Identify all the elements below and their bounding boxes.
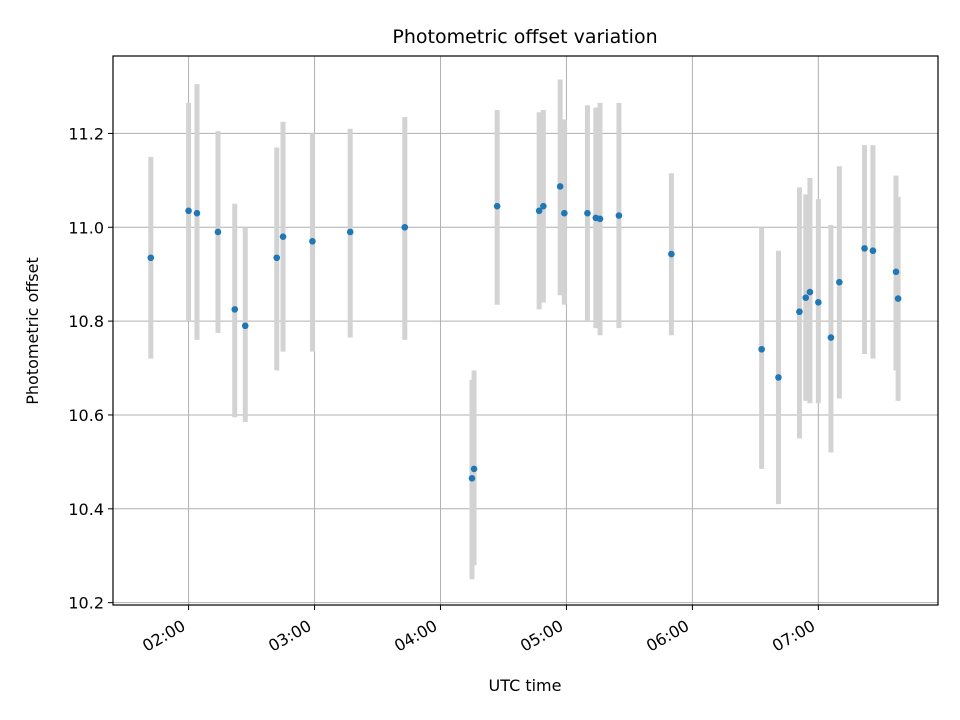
data-point bbox=[470, 465, 478, 473]
data-point bbox=[892, 268, 900, 276]
data-point bbox=[401, 223, 409, 231]
y-tick-label: 11.2 bbox=[68, 124, 104, 143]
y-axis-label: Photometric offset bbox=[23, 257, 42, 405]
x-axis-label: UTC time bbox=[489, 676, 562, 695]
data-point bbox=[668, 250, 675, 258]
data-point bbox=[540, 202, 547, 210]
data-point bbox=[596, 215, 604, 223]
data-point bbox=[556, 183, 564, 190]
data-point bbox=[193, 209, 201, 217]
data-point bbox=[802, 294, 810, 301]
data-point bbox=[273, 254, 281, 262]
data-point bbox=[241, 322, 249, 330]
data-points bbox=[147, 183, 902, 482]
data-point bbox=[615, 212, 623, 219]
data-point bbox=[214, 228, 222, 236]
y-tick-label: 10.6 bbox=[68, 406, 104, 425]
data-point bbox=[758, 345, 765, 353]
data-point bbox=[493, 202, 501, 210]
plot-frame bbox=[112, 55, 939, 606]
grid-lines bbox=[113, 56, 938, 605]
y-tick-label: 10.2 bbox=[68, 594, 104, 613]
data-point bbox=[561, 209, 568, 217]
data-point bbox=[815, 299, 822, 306]
data-point bbox=[827, 334, 835, 341]
data-point bbox=[468, 475, 476, 482]
data-point bbox=[231, 306, 239, 313]
data-point bbox=[279, 233, 287, 240]
data-point bbox=[894, 295, 902, 302]
data-point bbox=[836, 278, 843, 286]
y-tick-label: 11.0 bbox=[68, 218, 104, 237]
data-point bbox=[309, 238, 316, 245]
data-point bbox=[346, 228, 354, 236]
data-point bbox=[775, 374, 782, 381]
data-point bbox=[185, 207, 192, 215]
y-tick-label: 10.4 bbox=[68, 500, 104, 519]
y-tick-label: 10.8 bbox=[68, 312, 104, 331]
chart-title: Photometric offset variation bbox=[392, 26, 657, 48]
data-point bbox=[806, 288, 814, 296]
data-point bbox=[861, 245, 868, 252]
data-point bbox=[584, 209, 591, 217]
data-point bbox=[535, 207, 543, 215]
data-point bbox=[147, 254, 155, 262]
data-point bbox=[869, 247, 877, 255]
y-axis-ticks: 10.2 10.4 10.6 10.8 11.0 11.2 bbox=[68, 124, 113, 613]
data-point bbox=[796, 308, 803, 316]
